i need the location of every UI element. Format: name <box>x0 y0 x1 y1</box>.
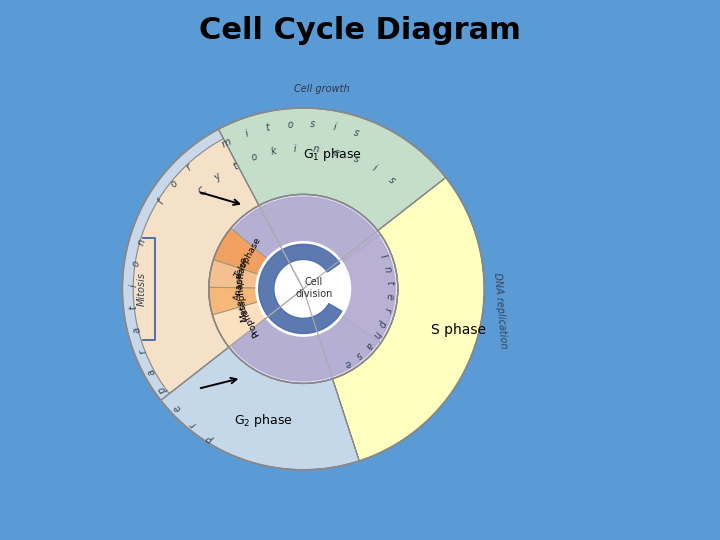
Text: Prophase: Prophase <box>234 297 261 338</box>
Text: Metaphase: Metaphase <box>233 272 248 322</box>
Text: Cell
division: Cell division <box>295 277 333 299</box>
Text: a: a <box>132 326 143 334</box>
Text: p: p <box>157 385 169 396</box>
Text: r: r <box>188 418 197 429</box>
Text: i: i <box>243 129 250 139</box>
Wedge shape <box>161 347 359 470</box>
Text: Cell Cycle Diagram: Cell Cycle Diagram <box>199 16 521 45</box>
Text: s: s <box>310 119 315 130</box>
Wedge shape <box>209 194 381 383</box>
Text: I: I <box>378 253 389 260</box>
Text: e: e <box>343 357 353 369</box>
Text: s: s <box>351 153 360 164</box>
Text: i: i <box>371 163 378 173</box>
Text: a: a <box>363 340 374 351</box>
Text: e: e <box>171 402 183 414</box>
Text: n: n <box>136 237 147 246</box>
Text: Anaphase: Anaphase <box>233 256 249 301</box>
Text: f: f <box>156 198 166 206</box>
Circle shape <box>256 241 351 336</box>
Wedge shape <box>122 129 223 400</box>
Text: h: h <box>371 329 382 340</box>
Text: o: o <box>250 152 258 163</box>
Wedge shape <box>213 228 283 281</box>
Text: o: o <box>287 119 293 130</box>
Wedge shape <box>218 108 446 231</box>
Text: y: y <box>212 172 223 183</box>
Text: Mitosis: Mitosis <box>136 272 146 306</box>
Text: t: t <box>231 161 239 171</box>
Circle shape <box>212 197 395 381</box>
Text: t: t <box>384 281 395 285</box>
Text: G$_1$ phase: G$_1$ phase <box>302 146 361 163</box>
Text: r: r <box>138 348 148 355</box>
Polygon shape <box>258 245 342 333</box>
Text: P: P <box>205 431 216 443</box>
Text: i: i <box>128 284 138 287</box>
Text: s: s <box>352 127 360 138</box>
Wedge shape <box>209 287 278 315</box>
Text: Cell growth: Cell growth <box>294 84 350 94</box>
Text: n: n <box>382 265 393 274</box>
Text: s: s <box>387 174 397 185</box>
Text: p: p <box>377 318 389 327</box>
Text: o: o <box>168 178 180 190</box>
Wedge shape <box>209 260 278 288</box>
Text: e: e <box>332 147 340 158</box>
Wedge shape <box>212 296 282 347</box>
Wedge shape <box>303 235 397 343</box>
Text: t: t <box>265 123 271 133</box>
Text: r: r <box>382 307 392 313</box>
Text: DNA replication: DNA replication <box>492 272 509 349</box>
Text: C: C <box>197 185 208 197</box>
Circle shape <box>122 108 485 470</box>
Text: m: m <box>220 136 233 150</box>
Text: k: k <box>270 146 278 157</box>
Text: Telophase: Telophase <box>233 237 263 280</box>
Text: i: i <box>332 122 336 132</box>
Text: o: o <box>130 259 142 267</box>
Text: i: i <box>293 144 297 154</box>
Text: n: n <box>312 144 319 154</box>
Text: s: s <box>354 349 364 361</box>
Text: t: t <box>129 305 139 310</box>
Text: e: e <box>384 293 395 300</box>
Circle shape <box>277 262 330 315</box>
Text: a: a <box>146 367 158 376</box>
Text: r: r <box>184 163 194 173</box>
Text: G$_2$ phase: G$_2$ phase <box>233 412 292 429</box>
Text: S phase: S phase <box>431 323 485 338</box>
Wedge shape <box>333 178 484 461</box>
Wedge shape <box>122 129 259 400</box>
